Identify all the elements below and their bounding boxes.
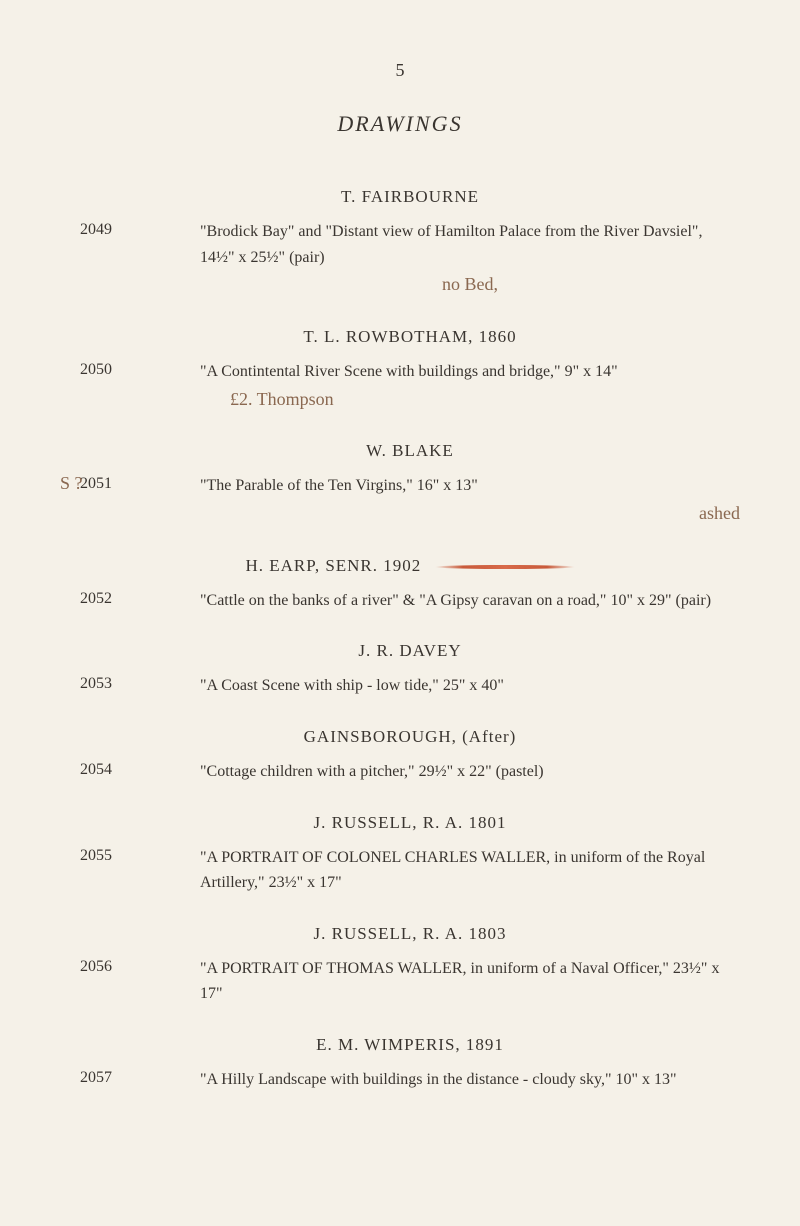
entry-description: "Cattle on the banks of a river" & "A Gi… xyxy=(200,588,740,614)
lot-number: 2052 xyxy=(80,588,200,608)
handwritten-note: £2. Thompson xyxy=(230,385,334,414)
artist-name: J. RUSSELL, R. A. 1801 xyxy=(80,813,740,833)
catalogue-entry: S ? 2051 "The Parable of the Ten Virgins… xyxy=(80,473,740,527)
handwritten-note: ashed xyxy=(699,499,740,528)
catalogue-entry: 2050 "A Contintental River Scene with bu… xyxy=(80,359,740,413)
artist-name: T. L. ROWBOTHAM, 1860 xyxy=(80,327,740,347)
artist-name: T. FAIRBOURNE xyxy=(80,187,740,207)
artist-name: W. BLAKE xyxy=(80,441,740,461)
description-text: "Brodick Bay" and "Distant view of Hamil… xyxy=(200,223,702,266)
description-text: "A Contintental River Scene with buildin… xyxy=(200,363,618,380)
artist-name: H. EARP, SENR. 1902 xyxy=(80,556,740,576)
entry-description: "A Coast Scene with ship - low tide," 25… xyxy=(200,673,740,699)
catalogue-entry: 2053 "A Coast Scene with ship - low tide… xyxy=(80,673,740,699)
entry-description: "A PORTRAIT OF THOMAS WALLER, in uniform… xyxy=(200,956,740,1007)
page-number: 5 xyxy=(60,60,740,81)
entry-description: "Brodick Bay" and "Distant view of Hamil… xyxy=(200,219,740,299)
entry-description: "The Parable of the Ten Virgins," 16" x … xyxy=(200,473,740,527)
margin-note: S ? xyxy=(60,473,83,494)
lot-number: 2053 xyxy=(80,673,200,693)
entry-description: "A Hilly Landscape with buildings in the… xyxy=(200,1067,740,1093)
entry-description: "A Contintental River Scene with buildin… xyxy=(200,359,740,413)
description-text: "The Parable of the Ten Virgins," 16" x … xyxy=(200,477,478,494)
artist-name: E. M. WIMPERIS, 1891 xyxy=(80,1035,740,1055)
catalogue-entry: 2057 "A Hilly Landscape with buildings i… xyxy=(80,1067,740,1093)
catalogue-entry: 2055 "A PORTRAIT OF COLONEL CHARLES WALL… xyxy=(80,845,740,896)
artist-name: GAINSBOROUGH, (After) xyxy=(80,727,740,747)
catalogue-content: T. FAIRBOURNE 2049 "Brodick Bay" and "Di… xyxy=(60,187,740,1093)
catalogue-entry: 2052 "Cattle on the banks of a river" & … xyxy=(80,588,740,614)
red-mark-icon xyxy=(435,565,575,569)
lot-number: 2049 xyxy=(80,219,200,239)
entry-description: "Cottage children with a pitcher," 29½" … xyxy=(200,759,740,785)
catalogue-entry: 2054 "Cottage children with a pitcher," … xyxy=(80,759,740,785)
lot-number: 2056 xyxy=(80,956,200,976)
artist-name: J. RUSSELL, R. A. 1803 xyxy=(80,924,740,944)
catalogue-entry: 2056 "A PORTRAIT OF THOMAS WALLER, in un… xyxy=(80,956,740,1007)
lot-number: 2054 xyxy=(80,759,200,779)
artist-name: J. R. DAVEY xyxy=(80,641,740,661)
catalogue-entry: 2049 "Brodick Bay" and "Distant view of … xyxy=(80,219,740,299)
section-title: DRAWINGS xyxy=(60,111,740,137)
lot-number: 2055 xyxy=(80,845,200,865)
lot-number: 2050 xyxy=(80,359,200,379)
lot-number: 2051 xyxy=(80,473,200,493)
entry-description: "A PORTRAIT OF COLONEL CHARLES WALLER, i… xyxy=(200,845,740,896)
artist-text: H. EARP, SENR. 1902 xyxy=(245,556,421,575)
handwritten-note: no Bed, xyxy=(442,270,498,299)
lot-number: 2057 xyxy=(80,1067,200,1087)
